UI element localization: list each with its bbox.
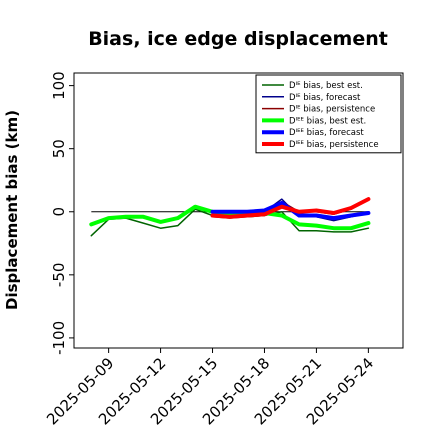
y-tick-label: 100 — [50, 71, 68, 100]
chart-title: Bias, ice edge displacement — [88, 28, 388, 50]
y-tick-label: -100 — [50, 321, 68, 355]
legend: Dᴵᴱ bias, best est. Dᴵᴱ bias, forecast Dᴵᴱ… — [255, 74, 402, 154]
series-line-4 — [89, 204, 371, 231]
legend-label: Dᴵᴱ bias, best est. — [289, 81, 363, 91]
legend-label: Dᴵᴱᴱ bias, forecast — [289, 128, 364, 138]
legend-label: Dᴵᴱᴱ bias, persistence — [289, 140, 379, 150]
series-line-6 — [210, 197, 371, 219]
legend-label: Dᴵᴱ bias, persistence — [289, 105, 375, 115]
y-tick-label: 50 — [50, 139, 68, 158]
y-tick-label: -50 — [50, 263, 68, 288]
legend-label: Dᴵᴱ bias, forecast — [289, 93, 361, 103]
y-axis-label: Displacement bias (km) — [3, 110, 21, 310]
y-tick-label: 0 — [50, 207, 68, 217]
plot-frame — [73, 72, 404, 349]
legend-label: Dᴵᴱᴱ bias, best est. — [289, 116, 366, 126]
plot-area — [89, 197, 371, 237]
legend-box — [255, 74, 402, 154]
